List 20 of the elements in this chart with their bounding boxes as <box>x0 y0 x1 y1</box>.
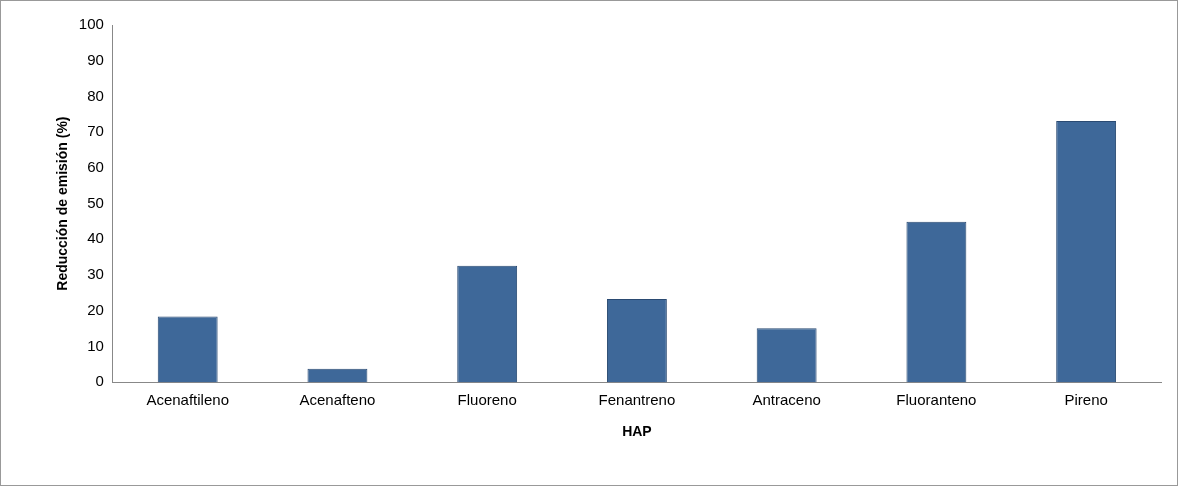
y-tick-label: 20 <box>87 300 104 318</box>
y-tick-label: 70 <box>87 122 104 140</box>
y-tick-label: 30 <box>87 265 104 283</box>
y-tick-label: 90 <box>87 50 104 68</box>
x-tick-label: Pireno <box>1064 391 1108 409</box>
y-tick-label: 10 <box>87 336 104 354</box>
x-tick-label: Acenafteno <box>299 391 376 409</box>
y-tick-label: 100 <box>78 15 104 33</box>
x-tick-label: Acenaftileno <box>146 391 229 409</box>
y-tick-label: 50 <box>87 193 104 211</box>
x-tick-label: Fenantreno <box>598 391 676 409</box>
x-tick-label: Fluoranteno <box>896 391 977 409</box>
x-tick-label: Fluoreno <box>457 391 517 409</box>
x-tick-label: Antraceno <box>752 391 821 409</box>
y-tick-label: 80 <box>87 86 104 104</box>
y-tick-label: 0 <box>95 372 104 390</box>
y-tick-label: 60 <box>87 158 104 176</box>
y-axis-title: Reducción de emisión (%) <box>54 116 71 291</box>
y-tick-label: 40 <box>87 229 104 247</box>
x-axis-title: HAP <box>622 423 652 440</box>
